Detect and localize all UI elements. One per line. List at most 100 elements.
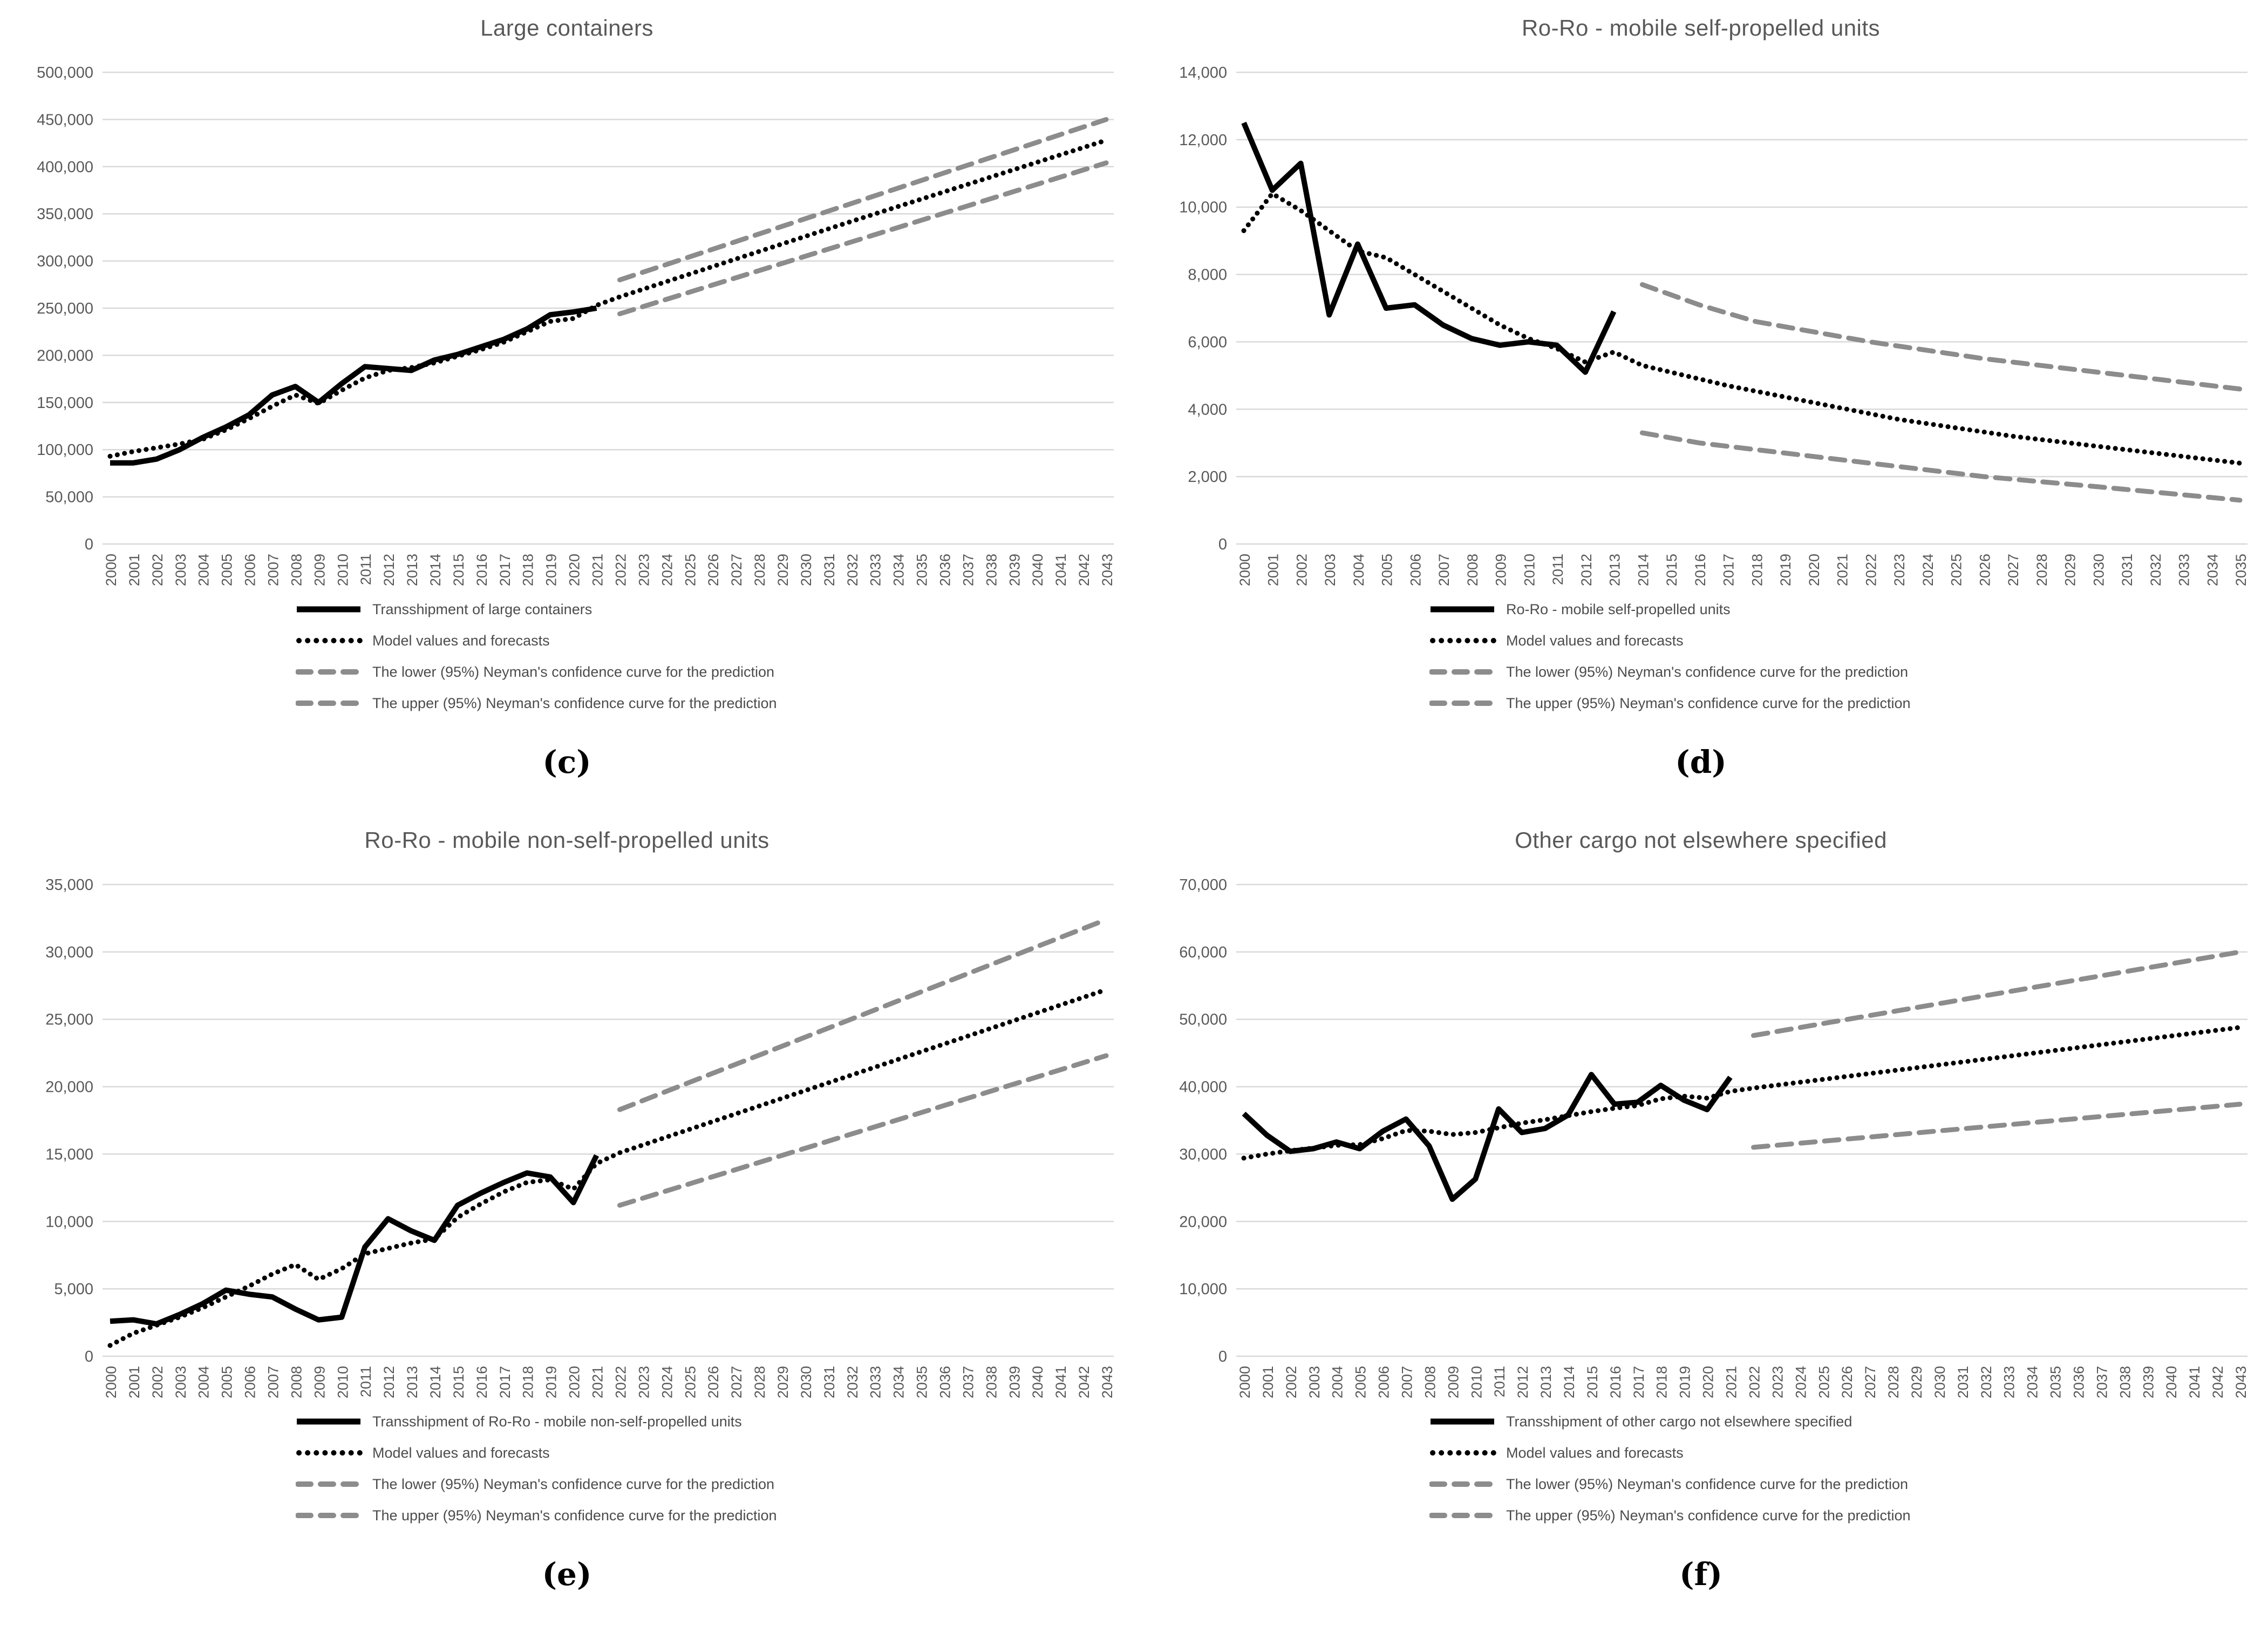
svg-text:2011: 2011 (358, 1366, 374, 1397)
svg-text:2021: 2021 (590, 1366, 606, 1398)
svg-text:2033: 2033 (868, 1366, 884, 1398)
svg-text:350,000: 350,000 (37, 206, 93, 223)
svg-text:2020: 2020 (567, 1366, 583, 1398)
svg-text:2017: 2017 (497, 1366, 513, 1398)
svg-text:2033: 2033 (2001, 1366, 2018, 1398)
svg-text:2030: 2030 (798, 1366, 814, 1398)
svg-text:2024: 2024 (1793, 1366, 1809, 1398)
legend-label: Transshipment of other cargo not elsewhe… (1506, 1413, 1852, 1430)
svg-text:2033: 2033 (2176, 554, 2192, 586)
svg-text:2016: 2016 (1692, 554, 1708, 586)
svg-text:2035: 2035 (914, 1366, 930, 1398)
panel-label: (c) (542, 744, 591, 780)
chart-legend: Transshipment of large containers Model … (296, 600, 777, 712)
svg-text:2012: 2012 (1515, 1366, 1531, 1398)
svg-text:2039: 2039 (2140, 1366, 2156, 1398)
legend-solid-line-icon (1431, 1418, 1494, 1425)
svg-text:2008: 2008 (288, 1366, 304, 1398)
svg-text:2015: 2015 (451, 1366, 467, 1398)
legend-label: The lower (95%) Neyman's confidence curv… (1506, 1476, 1909, 1492)
legend-item: Transshipment of large containers (296, 600, 777, 618)
legend-item: Model values and forecasts (296, 1444, 777, 1462)
legend-item: Model values and forecasts (1429, 631, 1911, 650)
svg-text:2007: 2007 (1399, 1366, 1415, 1398)
svg-text:0: 0 (1218, 1348, 1227, 1365)
svg-text:12,000: 12,000 (1179, 132, 1227, 149)
svg-text:2011: 2011 (1491, 1366, 1508, 1397)
svg-text:2002: 2002 (1283, 1366, 1299, 1398)
svg-text:2039: 2039 (1006, 1366, 1023, 1398)
svg-text:20,000: 20,000 (1179, 1213, 1227, 1230)
svg-text:2024: 2024 (659, 1366, 675, 1398)
legend-dashed-line-icon (1429, 669, 1498, 675)
svg-text:2018: 2018 (520, 554, 536, 586)
legend-item: The upper (95%) Neyman's confidence curv… (1429, 1506, 1911, 1525)
svg-text:2006: 2006 (242, 554, 258, 586)
svg-text:2013: 2013 (404, 1366, 420, 1398)
svg-text:2015: 2015 (451, 554, 467, 586)
svg-text:2015: 2015 (1584, 1366, 1600, 1398)
legend-solid-line-icon (297, 1418, 360, 1425)
svg-text:2018: 2018 (1749, 554, 1765, 586)
svg-text:200,000: 200,000 (37, 347, 93, 364)
svg-text:2040: 2040 (2163, 1366, 2180, 1398)
svg-text:2026: 2026 (705, 1366, 721, 1398)
svg-text:35,000: 35,000 (45, 876, 93, 894)
svg-text:2029: 2029 (775, 1366, 791, 1398)
svg-text:2004: 2004 (1351, 554, 1367, 586)
svg-text:2019: 2019 (543, 554, 560, 586)
svg-text:15,000: 15,000 (45, 1146, 93, 1163)
svg-text:2025: 2025 (682, 554, 698, 586)
chart-title: Large containers (480, 15, 653, 40)
legend-item: The lower (95%) Neyman's confidence curv… (296, 663, 777, 681)
svg-text:2032: 2032 (2148, 554, 2164, 586)
svg-text:2018: 2018 (520, 1366, 536, 1398)
legend-dotted-line-icon (1430, 1450, 1498, 1456)
chart-title: Ro-Ro - mobile self-propelled units (1521, 15, 1881, 40)
legend-label: The upper (95%) Neyman's confidence curv… (1506, 1507, 1911, 1524)
legend-label: Model values and forecasts (372, 632, 550, 649)
svg-text:2001: 2001 (126, 1366, 142, 1398)
panel-label: (f) (1679, 1556, 1722, 1593)
legend-label: Model values and forecasts (1506, 1444, 1684, 1461)
svg-text:2008: 2008 (288, 554, 304, 586)
legend-label: Ro-Ro - mobile self-propelled units (1506, 601, 1731, 617)
legend-item: The upper (95%) Neyman's confidence curv… (296, 694, 777, 712)
legend-item: The lower (95%) Neyman's confidence curv… (1429, 663, 1911, 681)
svg-text:2019: 2019 (1677, 1366, 1693, 1398)
svg-text:2005: 2005 (219, 1366, 235, 1398)
chart-legend: Transshipment of other cargo not elsewhe… (1429, 1412, 1911, 1525)
svg-text:2021: 2021 (590, 554, 606, 586)
svg-text:2020: 2020 (567, 554, 583, 586)
svg-text:2031: 2031 (2119, 554, 2135, 586)
svg-text:2038: 2038 (983, 554, 999, 586)
svg-text:60,000: 60,000 (1179, 944, 1227, 961)
svg-text:2000: 2000 (1237, 554, 1253, 586)
legend-label: Transshipment of Ro-Ro - mobile non-self… (372, 1413, 742, 1430)
line-chart: 0 2,000 4,000 6,000 8,000 10,000 12,000 14,000 2… (1179, 64, 2249, 586)
svg-text:2019: 2019 (543, 1366, 560, 1398)
svg-text:2021: 2021 (1724, 1366, 1740, 1398)
svg-text:2008: 2008 (1465, 554, 1481, 586)
svg-text:2006: 2006 (242, 1366, 258, 1398)
svg-text:2025: 2025 (1816, 1366, 1832, 1398)
svg-text:2025: 2025 (682, 1366, 698, 1398)
svg-text:2023: 2023 (636, 554, 652, 586)
legend-dotted-line-icon (1430, 638, 1498, 643)
svg-text:2016: 2016 (474, 1366, 490, 1398)
svg-text:2001: 2001 (126, 554, 142, 586)
svg-text:0: 0 (85, 1348, 93, 1365)
chart-panel-roro-self-propelled: Ro-Ro - mobile self-propelled units 0 2,0… (1134, 0, 2268, 812)
svg-text:2004: 2004 (196, 1366, 212, 1398)
svg-text:2011: 2011 (358, 554, 374, 585)
svg-text:2000: 2000 (1237, 1366, 1253, 1398)
svg-text:2034: 2034 (2204, 554, 2221, 586)
svg-text:2007: 2007 (1436, 554, 1452, 586)
legend-dashed-line-icon (1429, 701, 1498, 706)
svg-text:2013: 2013 (1538, 1366, 1554, 1398)
svg-text:2013: 2013 (1607, 554, 1623, 586)
svg-text:2026: 2026 (705, 554, 721, 586)
legend-solid-line-icon (1431, 606, 1494, 613)
svg-text:2043: 2043 (1099, 554, 1115, 586)
